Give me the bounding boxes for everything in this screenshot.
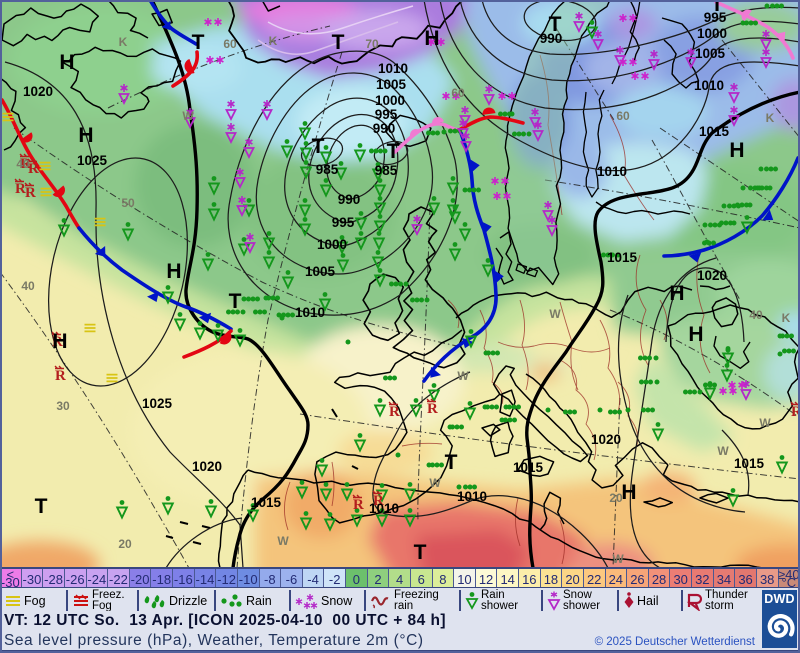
svg-text:990: 990 xyxy=(338,192,361,207)
svg-text:1010: 1010 xyxy=(378,61,408,76)
svg-text:T: T xyxy=(445,451,458,474)
svg-text:985: 985 xyxy=(375,163,398,178)
svg-text:50: 50 xyxy=(121,196,135,210)
svg-text:40: 40 xyxy=(21,279,35,293)
svg-text:T: T xyxy=(192,31,205,54)
svg-text:1015: 1015 xyxy=(607,250,638,265)
svg-text:20: 20 xyxy=(118,537,132,551)
svg-text:1015: 1015 xyxy=(513,460,544,475)
svg-text:H: H xyxy=(78,124,93,147)
svg-text:H: H xyxy=(166,260,181,283)
svg-text:1025: 1025 xyxy=(142,396,173,411)
svg-text:T: T xyxy=(549,13,562,36)
svg-text:K: K xyxy=(269,34,278,48)
svg-text:W: W xyxy=(277,534,289,548)
svg-text:H: H xyxy=(621,481,636,504)
svg-text:T: T xyxy=(711,0,724,16)
svg-text:995: 995 xyxy=(332,215,355,230)
svg-text:1005: 1005 xyxy=(305,264,336,279)
svg-text:H: H xyxy=(669,282,684,305)
svg-text:40: 40 xyxy=(16,157,30,171)
svg-text:K: K xyxy=(119,35,128,49)
svg-text:1020: 1020 xyxy=(23,84,53,99)
svg-text:T: T xyxy=(332,31,345,54)
svg-text:1000: 1000 xyxy=(375,93,405,108)
svg-text:20: 20 xyxy=(609,491,623,505)
svg-text:1010: 1010 xyxy=(597,164,627,179)
svg-text:W: W xyxy=(717,444,729,458)
svg-text:1000: 1000 xyxy=(697,26,727,41)
svg-text:K: K xyxy=(766,111,775,125)
svg-text:1015: 1015 xyxy=(699,124,730,139)
svg-text:990: 990 xyxy=(540,31,563,46)
svg-text:1020: 1020 xyxy=(192,459,222,474)
svg-text:W: W xyxy=(549,307,561,321)
svg-text:1020: 1020 xyxy=(697,268,727,283)
svg-text:H: H xyxy=(59,51,74,74)
svg-text:30: 30 xyxy=(56,399,70,413)
svg-text:T: T xyxy=(387,140,400,163)
svg-text:W: W xyxy=(759,416,771,430)
svg-text:T: T xyxy=(312,135,325,158)
svg-text:995: 995 xyxy=(704,10,727,25)
svg-text:W: W xyxy=(612,552,624,566)
svg-text:995: 995 xyxy=(375,107,398,122)
svg-text:1010: 1010 xyxy=(369,501,399,516)
svg-text:1020: 1020 xyxy=(591,432,621,447)
svg-text:60: 60 xyxy=(451,86,465,100)
svg-text:H: H xyxy=(52,330,67,353)
svg-text:1000: 1000 xyxy=(317,237,347,252)
svg-text:1015: 1015 xyxy=(734,456,765,471)
svg-text:W: W xyxy=(457,369,469,383)
svg-text:1010: 1010 xyxy=(295,305,325,320)
svg-text:60: 60 xyxy=(616,109,630,123)
svg-text:1005: 1005 xyxy=(695,46,726,61)
svg-text:1005: 1005 xyxy=(376,77,407,92)
svg-text:990: 990 xyxy=(373,121,396,136)
svg-text:H: H xyxy=(424,27,439,50)
svg-text:40: 40 xyxy=(749,308,763,322)
svg-text:60: 60 xyxy=(223,37,237,51)
svg-text:985: 985 xyxy=(316,162,339,177)
svg-text:T: T xyxy=(35,495,48,518)
svg-text:W: W xyxy=(429,476,441,490)
svg-text:H: H xyxy=(688,323,703,346)
svg-text:1015: 1015 xyxy=(251,495,282,510)
svg-text:K: K xyxy=(782,311,791,325)
svg-text:1010: 1010 xyxy=(694,78,724,93)
svg-text:70: 70 xyxy=(365,37,379,51)
svg-text:1010: 1010 xyxy=(457,489,487,504)
svg-text:H: H xyxy=(729,139,744,162)
svg-text:W: W xyxy=(182,109,194,123)
svg-text:1025: 1025 xyxy=(77,153,108,168)
svg-text:T: T xyxy=(414,541,427,564)
svg-text:T: T xyxy=(229,290,242,313)
